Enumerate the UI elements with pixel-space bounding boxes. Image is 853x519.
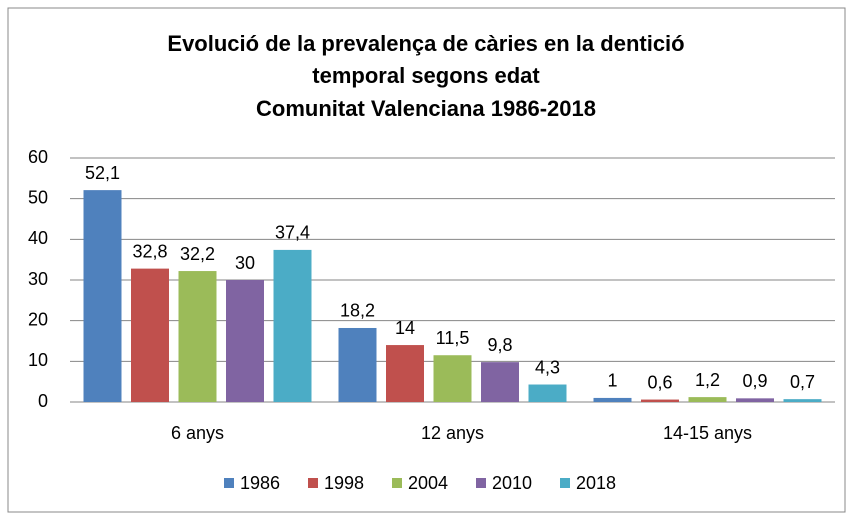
legend-swatch — [224, 478, 234, 488]
legend-swatch — [392, 478, 402, 488]
x-tick-label: 12 anys — [421, 423, 484, 443]
y-tick-label: 30 — [28, 269, 48, 289]
bar — [386, 345, 424, 402]
legend-label: 1986 — [240, 473, 280, 493]
bar — [641, 399, 679, 402]
y-tick-label: 10 — [28, 350, 48, 370]
legend-swatch — [560, 478, 570, 488]
data-label: 1 — [607, 371, 617, 391]
legend-label: 2004 — [408, 473, 448, 493]
legend-label: 1998 — [324, 473, 364, 493]
y-tick-label: 0 — [38, 391, 48, 411]
legend-label: 2010 — [492, 473, 532, 493]
legend-swatch — [476, 478, 486, 488]
y-tick-label: 20 — [28, 309, 48, 329]
data-label: 11,5 — [436, 328, 470, 348]
bar — [783, 399, 822, 402]
x-tick-label: 6 anys — [171, 423, 224, 443]
bar — [131, 268, 169, 402]
legend-swatch — [308, 478, 318, 488]
data-label: 0,7 — [790, 372, 815, 392]
data-label: 37,4 — [275, 223, 310, 243]
bar — [688, 397, 727, 402]
bar — [433, 355, 472, 402]
chart-title: Evolució de la prevalença de càries en l… — [167, 31, 684, 56]
data-label: 18,2 — [340, 301, 375, 321]
chart-title: Comunitat Valenciana 1986-2018 — [256, 96, 596, 121]
bar — [83, 190, 122, 402]
data-label: 32,8 — [132, 241, 167, 261]
data-label: 30 — [235, 253, 255, 273]
bar — [338, 327, 377, 402]
bar — [273, 249, 312, 402]
y-tick-label: 40 — [28, 228, 48, 248]
y-tick-label: 50 — [28, 187, 48, 207]
data-label: 32,2 — [180, 244, 215, 264]
data-label: 0,9 — [742, 371, 767, 391]
bar — [226, 280, 264, 402]
y-tick-label: 60 — [28, 147, 48, 167]
data-label: 0,6 — [647, 372, 672, 392]
data-label: 4,3 — [535, 357, 560, 377]
x-tick-label: 14-15 anys — [663, 423, 752, 443]
chart-title: temporal segons edat — [312, 63, 540, 88]
bar — [593, 397, 632, 402]
bar — [178, 271, 217, 402]
bar — [528, 384, 567, 402]
legend-label: 2018 — [576, 473, 616, 493]
data-label: 14 — [395, 318, 415, 338]
chart-border — [7, 7, 846, 513]
bar — [736, 398, 774, 402]
data-label: 9,8 — [487, 335, 512, 355]
data-label: 1,2 — [695, 370, 720, 390]
bar — [481, 362, 519, 402]
data-label: 52,1 — [85, 163, 120, 183]
